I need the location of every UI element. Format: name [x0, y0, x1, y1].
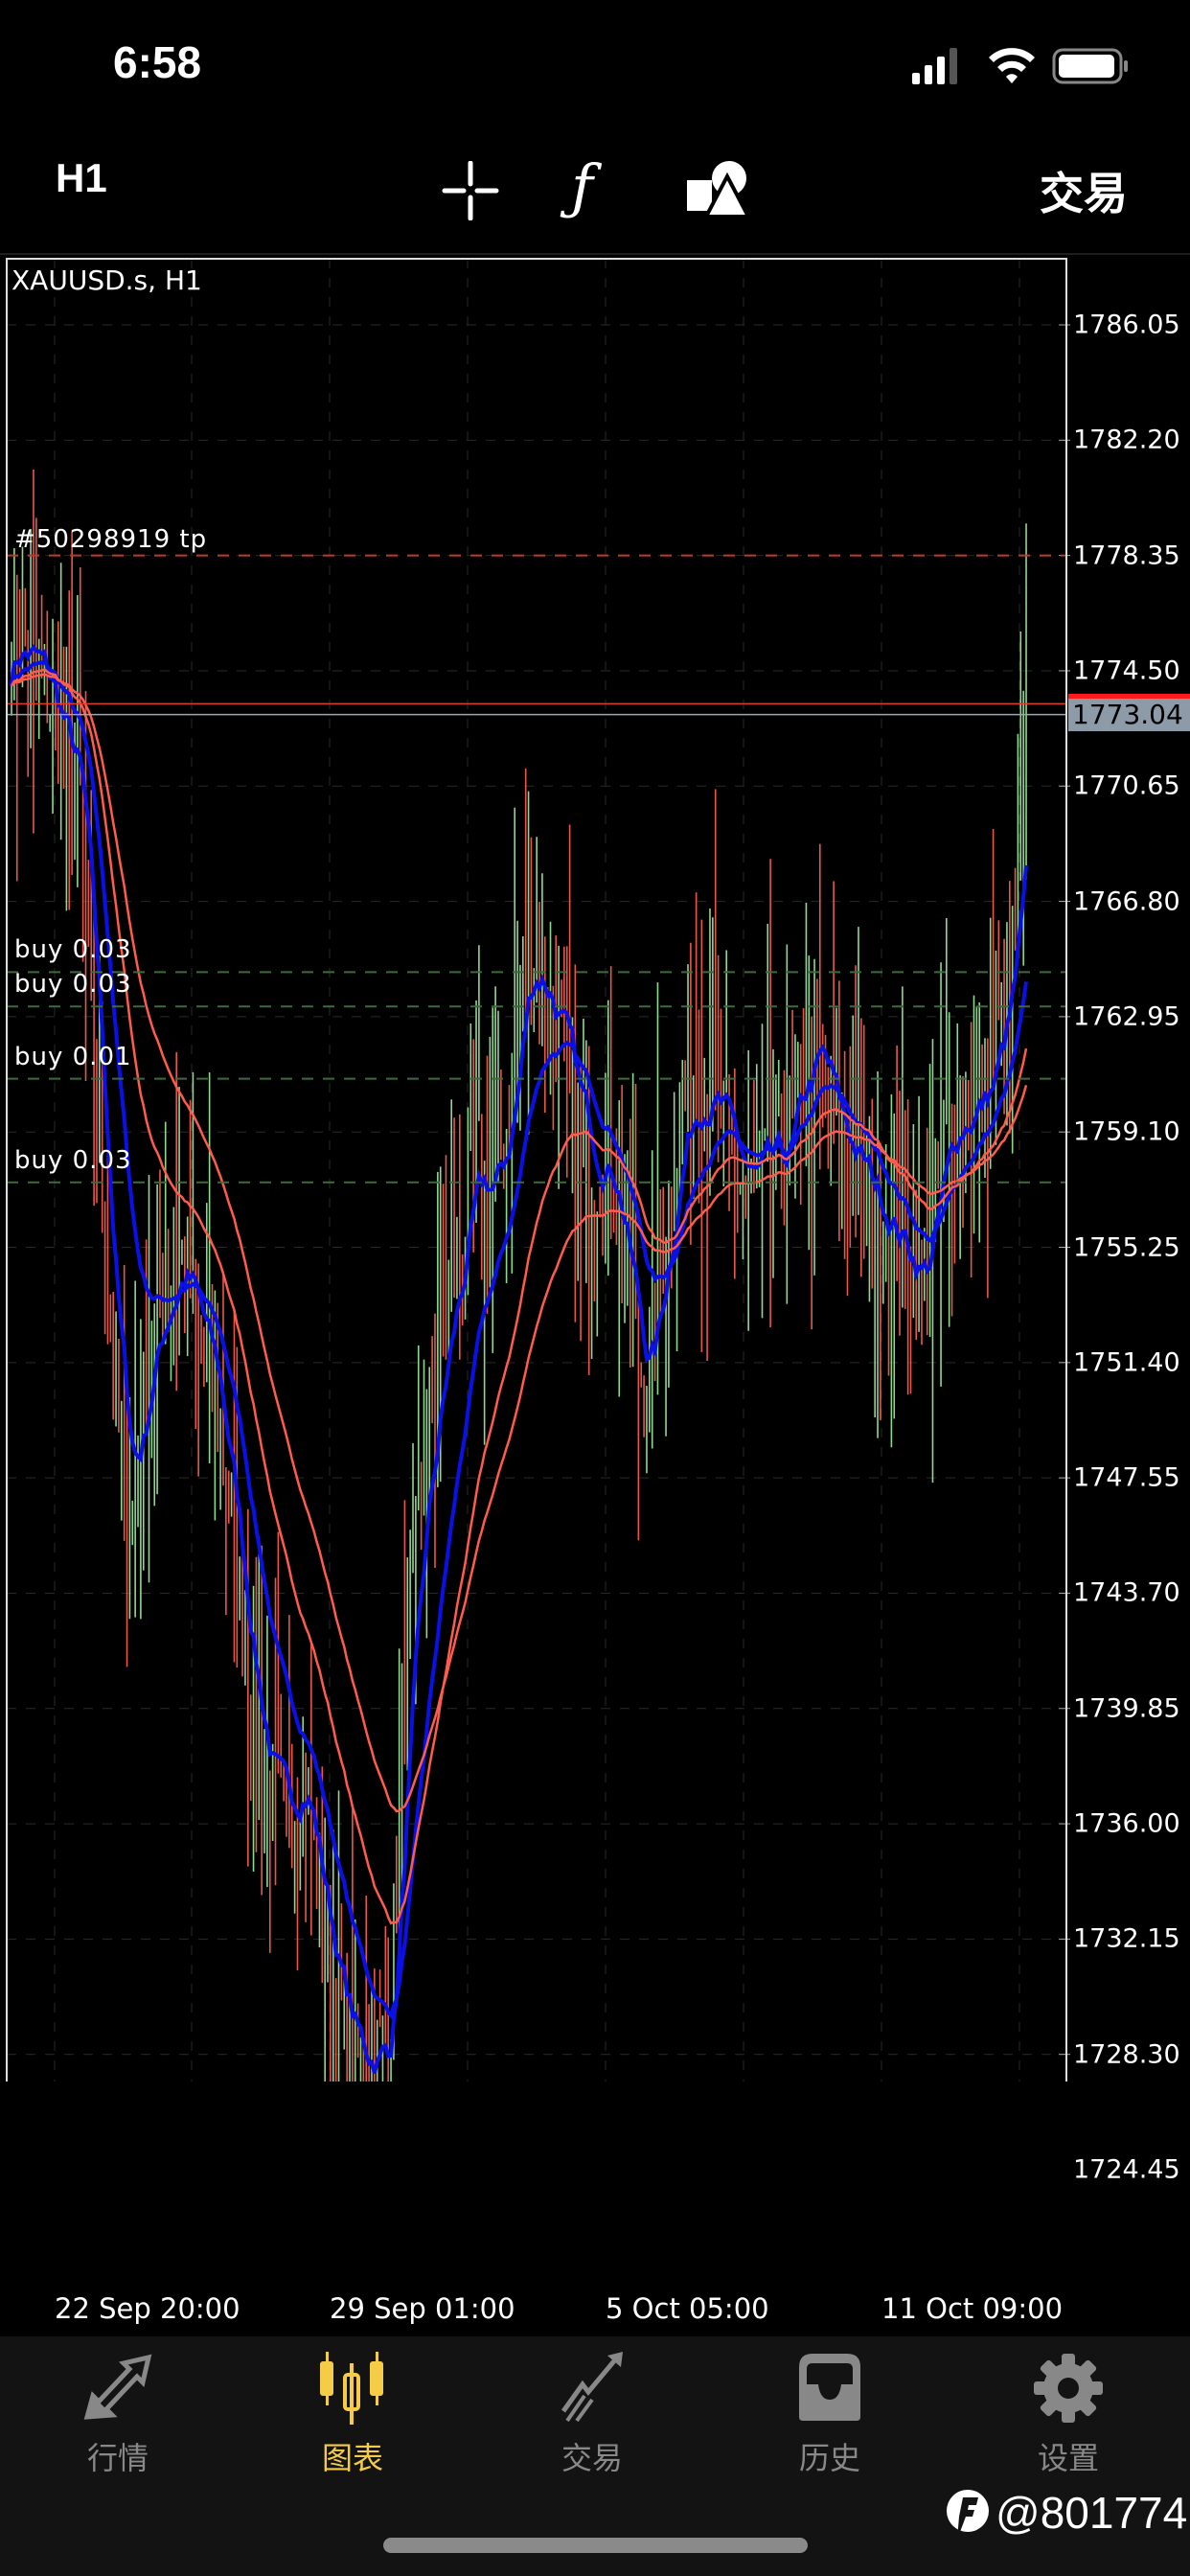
order-label: buy 0.03: [14, 1145, 132, 1175]
y-tick-label: 1774.50: [1073, 656, 1180, 686]
y-tick-label: 1755.25: [1073, 1232, 1180, 1262]
y-tick-label: 1778.35: [1073, 540, 1180, 571]
tab-label: 设置: [1037, 2441, 1099, 2475]
y-tick-label: 1747.55: [1073, 1462, 1180, 1493]
history-inbox-icon: [799, 2354, 860, 2421]
order-label: buy 0.03: [14, 935, 132, 965]
settings-gear-icon: [1034, 2354, 1103, 2423]
signal-icon: [912, 48, 957, 84]
tab-history-inbox[interactable]: 历史: [744, 2348, 916, 2478]
candlestick-icon: [320, 2352, 383, 2425]
tab-trade-trend[interactable]: 交易: [506, 2348, 678, 2478]
watermark: @801774: [944, 2484, 1187, 2542]
divider: [0, 253, 1190, 255]
x-tick-label: 22 Sep 20:00: [55, 2292, 240, 2325]
tab-bar: [0, 2336, 1190, 2576]
order-label: buy 0.03: [14, 970, 132, 1000]
tab-label: 图表: [321, 2441, 383, 2475]
x-tick-label: 11 Oct 09:00: [881, 2292, 1064, 2325]
y-tick-label: 1751.40: [1073, 1347, 1180, 1378]
y-tick-label: 1782.20: [1073, 425, 1180, 455]
tab-settings-gear[interactable]: 设置: [982, 2348, 1155, 2478]
tab-label: 历史: [798, 2441, 860, 2475]
y-tick-label: 1766.80: [1073, 886, 1180, 917]
tab-quotes-arrows[interactable]: 行情: [32, 2348, 204, 2478]
y-tick-label: 1736.00: [1073, 1808, 1180, 1839]
trade-trend-icon: [561, 2352, 623, 2423]
wifi-icon: [989, 48, 1035, 83]
y-tick-label: 1770.65: [1073, 770, 1180, 801]
watermark-logo-icon: [947, 2490, 989, 2540]
y-tick-label: 1762.95: [1073, 1001, 1180, 1032]
y-tick-label: 1786.05: [1073, 310, 1180, 340]
order-label: buy 0.01: [14, 1042, 132, 1071]
trade-button[interactable]: 交易: [1040, 169, 1128, 218]
y-tick-label: 1724.45: [1073, 2154, 1180, 2185]
y-tick-label: 1743.70: [1073, 1577, 1180, 1608]
shapes-icon[interactable]: [685, 159, 752, 218]
y-tick-label: 1739.85: [1073, 1693, 1180, 1724]
tab-label: 交易: [561, 2441, 623, 2475]
tab-candlestick[interactable]: 图表: [266, 2348, 439, 2478]
chart-frame: [6, 258, 1067, 2082]
moving-average-line: [10, 643, 1028, 2074]
x-tick-label: 5 Oct 05:00: [606, 2292, 769, 2325]
status-time: 6:58: [113, 37, 202, 87]
battery-icon: [1052, 48, 1128, 84]
function-icon[interactable]: ƒ: [571, 151, 593, 221]
x-tick-label: 29 Sep 01:00: [330, 2292, 515, 2325]
tab-label: 行情: [86, 2441, 149, 2475]
timeframe-button[interactable]: H1: [56, 155, 107, 200]
home-indicator[interactable]: [383, 2538, 808, 2553]
y-tick-label: 1759.10: [1073, 1116, 1180, 1147]
moving-average-line: [11, 673, 1028, 1813]
quotes-arrows-icon: [83, 2354, 152, 2420]
y-tick-label: 1728.30: [1073, 2039, 1180, 2070]
price-chart[interactable]: [0, 0, 1190, 2082]
status-icons: [912, 48, 1128, 84]
chart-symbol: XAUUSD.s, H1: [11, 264, 202, 296]
crosshair-icon[interactable]: [441, 161, 500, 220]
y-tick-label: 1732.15: [1073, 1923, 1180, 1954]
current-price-label: 1773.04: [1068, 698, 1190, 731]
ask-price-marker: [1068, 694, 1190, 701]
tp-label: #50298919 tp: [14, 524, 208, 554]
moving-average-line: [10, 668, 1028, 1925]
